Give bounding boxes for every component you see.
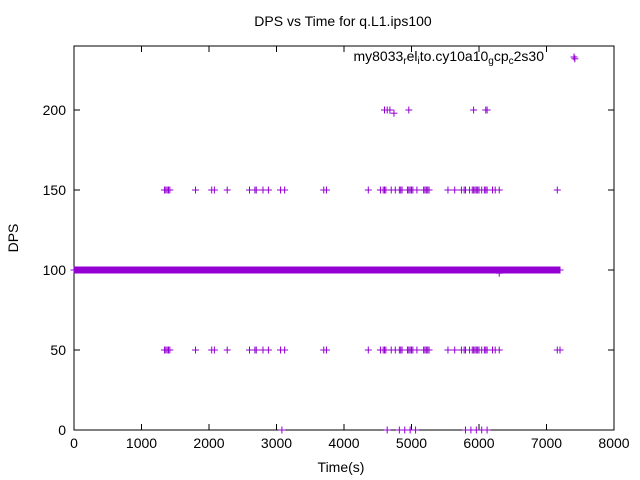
- legend-marker: [570, 53, 578, 61]
- data-point: [264, 186, 272, 194]
- x-tick-label: 5000: [396, 435, 427, 451]
- data-point: [425, 346, 433, 354]
- data-point: [322, 346, 330, 354]
- data-point: [281, 186, 289, 194]
- y-tick-label: 200: [43, 102, 67, 118]
- data-band-100: [74, 266, 560, 274]
- data-point: [166, 186, 174, 194]
- data-point: [322, 186, 330, 194]
- data-point: [192, 346, 199, 354]
- x-tick-label: 8000: [598, 435, 629, 451]
- y-axis-label: DPS: [5, 224, 21, 253]
- data-point: [390, 109, 398, 117]
- x-tick-label: 6000: [463, 435, 494, 451]
- data-point: [223, 186, 231, 194]
- data-point: [483, 426, 491, 434]
- data-point: [223, 346, 231, 354]
- data-point: [278, 426, 286, 434]
- x-tick-label: 4000: [328, 435, 359, 451]
- data-point: [413, 186, 421, 194]
- data-point: [444, 186, 452, 194]
- data-point: [210, 346, 218, 354]
- data-point: [281, 346, 289, 354]
- x-tick-label: 1000: [126, 435, 157, 451]
- data-point: [412, 426, 420, 434]
- data-point: [413, 346, 421, 354]
- chart-title: DPS vs Time for q.L1.ips100: [254, 13, 432, 29]
- data-point: [383, 426, 391, 434]
- data-point: [451, 346, 459, 354]
- data-point: [364, 186, 372, 194]
- data-point: [444, 346, 452, 354]
- data-point: [70, 266, 78, 274]
- data-point: [210, 186, 218, 194]
- data-point: [556, 266, 564, 274]
- x-axis-label: Time(s): [318, 459, 365, 475]
- data-point: [451, 186, 459, 194]
- y-tick-label: 150: [43, 182, 67, 198]
- data-point: [386, 106, 394, 114]
- data-point: [483, 106, 491, 114]
- data-point: [252, 186, 260, 194]
- data-point: [495, 186, 503, 194]
- y-tick-label: 0: [58, 422, 66, 438]
- y-tick-label: 50: [50, 342, 66, 358]
- data-point: [556, 346, 564, 354]
- x-tick-label: 0: [70, 435, 78, 451]
- x-tick-label: 3000: [261, 435, 292, 451]
- data-point: [166, 346, 174, 354]
- x-tick-label: 7000: [531, 435, 562, 451]
- data-point: [495, 269, 503, 277]
- x-tick-label: 2000: [193, 435, 224, 451]
- data-point: [553, 186, 561, 194]
- data-point: [425, 186, 433, 194]
- y-tick-label: 100: [43, 262, 67, 278]
- legend-series-name: my8033relito.cy10a10gcpc2s30: [353, 48, 544, 67]
- data-point: [264, 346, 272, 354]
- data-point: [405, 106, 413, 114]
- data-point: [571, 55, 579, 63]
- data-point: [470, 106, 478, 114]
- data-point: [495, 346, 503, 354]
- data-point: [192, 186, 199, 194]
- data-point: [252, 346, 260, 354]
- plot-frame: [73, 45, 615, 431]
- legend: my8033relito.cy10a10gcpc2s30: [353, 48, 578, 67]
- data-point: [364, 346, 372, 354]
